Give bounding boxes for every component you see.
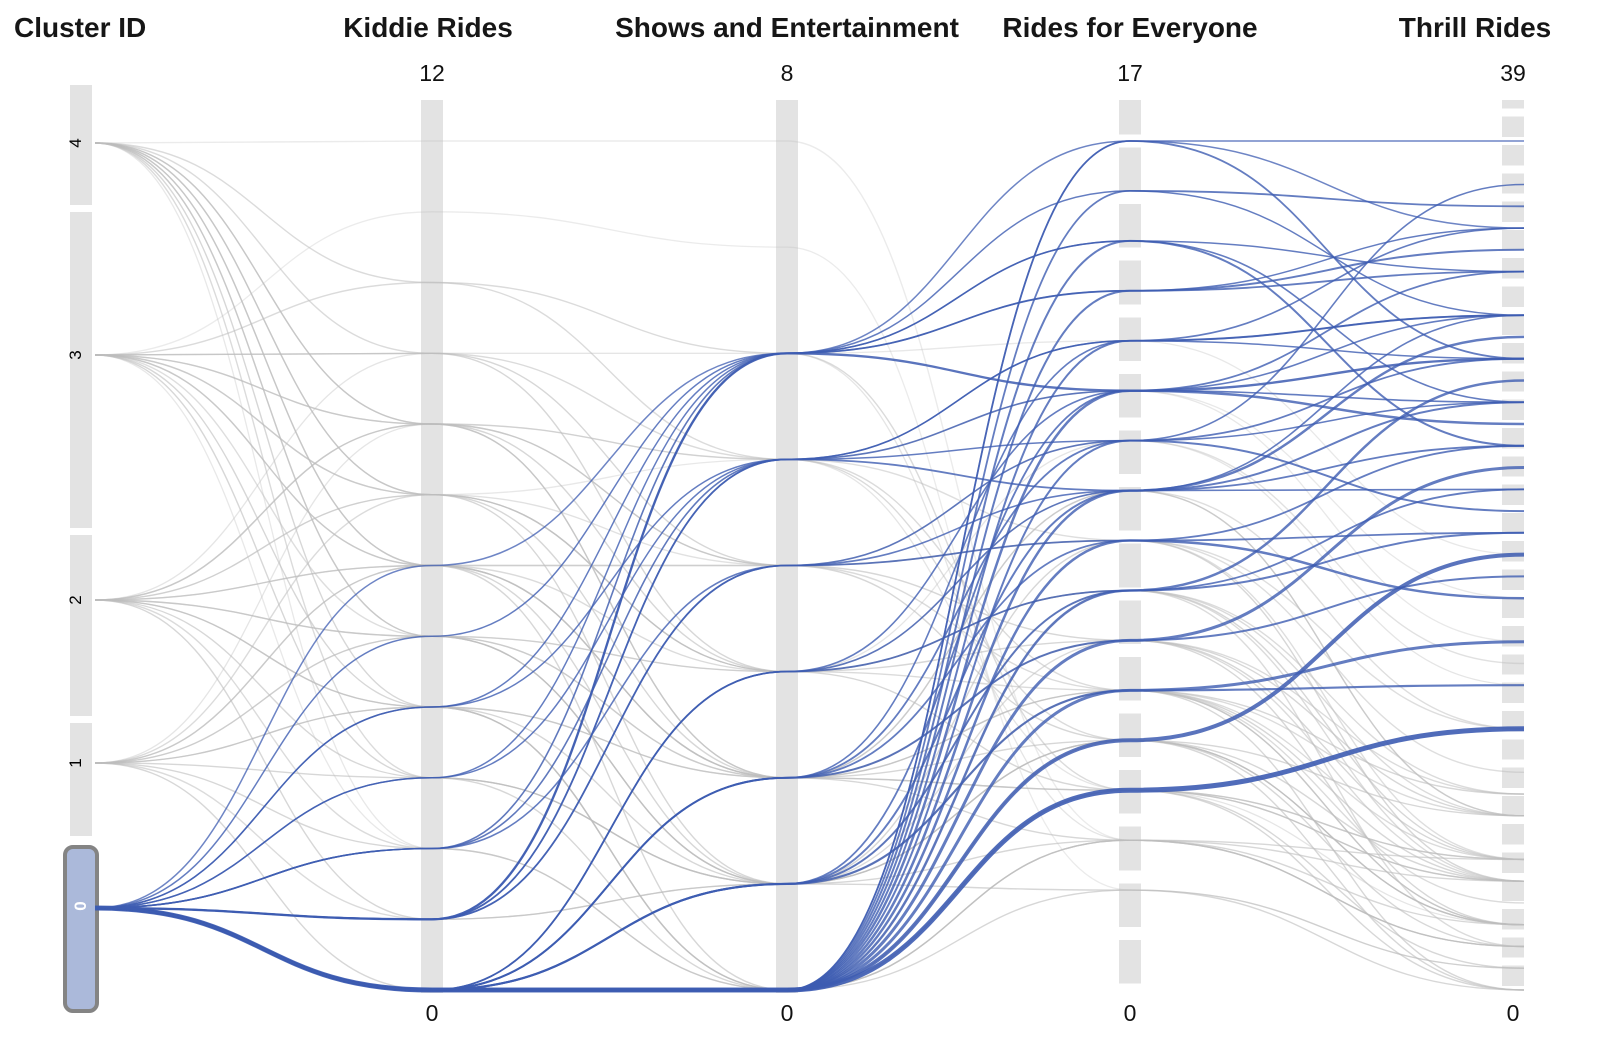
selected-data-line[interactable] — [94, 389, 1525, 992]
data-line[interactable] — [94, 142, 1525, 926]
data-line[interactable] — [94, 354, 1525, 773]
thrill-rides-axis-bar — [1502, 100, 1524, 993]
axis-header-rides-for-everyone: Rides for Everyone — [1002, 12, 1258, 43]
data-line[interactable] — [94, 352, 1525, 882]
selected-data-line[interactable] — [94, 190, 1525, 909]
selected-data-line[interactable] — [94, 726, 1525, 993]
cluster-segment-1[interactable] — [70, 723, 92, 836]
selected-data-line[interactable] — [94, 389, 1525, 991]
selected-data-line[interactable] — [94, 439, 1525, 992]
cluster-tick-0-selected[interactable]: 0 — [71, 901, 90, 911]
shows-max-label: 8 — [780, 60, 794, 86]
data-line[interactable] — [94, 354, 1525, 885]
selected-data-line[interactable] — [94, 270, 1525, 921]
selected-data-line[interactable] — [94, 140, 1525, 909]
cluster-tick-4[interactable]: 4 — [66, 138, 85, 148]
data-line[interactable] — [94, 493, 1525, 795]
axis-header-thrill-rides: Thrill Rides — [1398, 12, 1552, 43]
selected-data-line[interactable] — [94, 314, 1525, 992]
shows-min-label: 0 — [780, 1000, 794, 1026]
data-line[interactable] — [94, 599, 1525, 861]
everyone-max-label: 17 — [1117, 60, 1143, 86]
selected-data-line[interactable] — [94, 531, 1525, 992]
cluster-segment-2[interactable] — [70, 535, 92, 716]
thrill-max-label: 39 — [1500, 60, 1526, 86]
selected-data-line[interactable] — [94, 189, 1525, 991]
selected-data-line[interactable] — [94, 575, 1525, 992]
everyone-min-label: 0 — [1123, 1000, 1137, 1026]
selected-data-line[interactable] — [94, 401, 1525, 909]
cluster-segment-0-selected[interactable] — [63, 845, 99, 1013]
data-line[interactable] — [94, 564, 1525, 948]
shows-axis-bar — [776, 100, 798, 993]
data-line[interactable] — [94, 493, 1525, 817]
kiddie-min-label: 0 — [425, 1000, 439, 1026]
data-line[interactable] — [94, 439, 1525, 764]
thrill-min-label: 0 — [1506, 1000, 1520, 1026]
selected-data-line[interactable] — [94, 314, 1525, 909]
cluster-tick-2[interactable]: 2 — [66, 595, 85, 605]
kiddie-rides-axis-bar — [421, 100, 443, 993]
kiddie-max-label: 12 — [419, 60, 445, 86]
cluster-tick-3[interactable]: 3 — [66, 350, 85, 360]
data-line[interactable] — [94, 142, 1525, 817]
selected-data-line[interactable] — [94, 340, 1525, 909]
data-line[interactable] — [94, 352, 1525, 817]
selected-data-line[interactable] — [94, 444, 1525, 991]
cluster-segment-3[interactable] — [70, 212, 92, 528]
cluster-tick-1[interactable]: 1 — [66, 758, 85, 768]
data-line[interactable] — [94, 599, 1525, 969]
cluster-segment-4[interactable] — [70, 85, 92, 205]
data-line[interactable] — [94, 142, 1525, 817]
axis-header-kiddie-rides: Kiddie Rides — [343, 12, 513, 43]
data-line[interactable] — [94, 142, 1525, 904]
data-line[interactable] — [94, 762, 1525, 991]
data-line[interactable] — [94, 142, 1525, 969]
selected-data-line[interactable] — [94, 466, 1525, 992]
selected-data-line[interactable] — [94, 314, 1525, 991]
data-line[interactable] — [94, 762, 1525, 991]
data-line[interactable] — [94, 340, 1525, 850]
rides-for-everyone-axis-bar — [1119, 100, 1141, 993]
axis-header-shows-entertainment: Shows and Entertainment — [615, 12, 959, 43]
axis-header-cluster-id: Cluster ID — [14, 12, 147, 43]
